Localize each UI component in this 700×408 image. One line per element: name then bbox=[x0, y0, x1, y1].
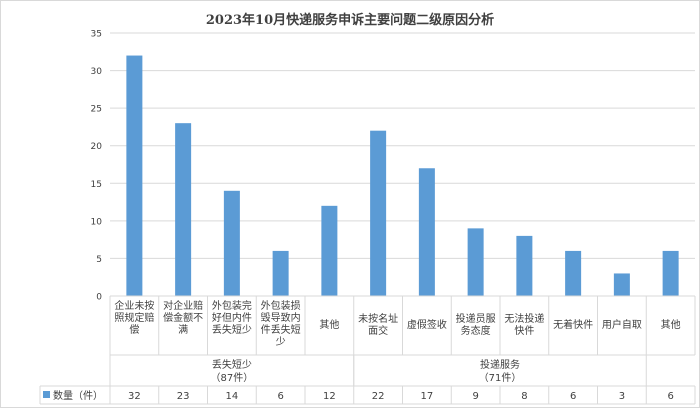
chart-title: 2023年10月快递服务申诉主要问题二级原因分析 bbox=[206, 12, 494, 28]
bar bbox=[223, 190, 240, 296]
category-label: 企业未按照规定赔偿 bbox=[114, 299, 154, 336]
bar bbox=[321, 205, 338, 296]
data-value-label: 22 bbox=[372, 391, 385, 402]
bars bbox=[126, 55, 679, 297]
data-value-label: 12 bbox=[323, 391, 336, 402]
category-label: 外包装完好但内件丢失短少 bbox=[212, 299, 252, 336]
bar bbox=[370, 130, 387, 296]
legend-label: 数量（件） bbox=[53, 389, 103, 402]
data-value-label: 23 bbox=[177, 391, 190, 402]
bar bbox=[467, 228, 484, 296]
legend-swatch bbox=[43, 391, 50, 398]
bar bbox=[516, 235, 533, 296]
y-axis: 0 5 10 15 20 25 30 35 bbox=[91, 30, 103, 303]
y-tick-label: 25 bbox=[91, 105, 102, 115]
y-tick-label: 30 bbox=[91, 67, 103, 77]
bar bbox=[175, 123, 192, 297]
data-value-label: 6 bbox=[667, 391, 673, 402]
group-label: 丢失短少 bbox=[212, 358, 252, 371]
category-label: 虚假签收 bbox=[407, 318, 447, 331]
category-label: 其他 bbox=[661, 318, 681, 331]
category-label: 用户自取 bbox=[602, 318, 642, 331]
y-tick-label: 0 bbox=[96, 293, 102, 303]
group-label: 投递服务 bbox=[480, 358, 520, 371]
data-value-label: 14 bbox=[226, 391, 239, 402]
y-tick-label: 15 bbox=[91, 180, 102, 190]
y-tick-label: 10 bbox=[91, 217, 103, 227]
data-value-label: 17 bbox=[421, 391, 434, 402]
bar bbox=[418, 168, 435, 296]
group-count-label: （71件） bbox=[479, 372, 522, 384]
category-label: 投递员服务态度 bbox=[456, 312, 496, 337]
group-count-label: （87件） bbox=[211, 372, 254, 384]
data-value-label: 9 bbox=[472, 391, 478, 402]
category-label: 其他 bbox=[319, 318, 339, 331]
category-label: 外包装损毁导致内件丢失短少 bbox=[261, 299, 301, 348]
data-value-label: 32 bbox=[128, 391, 141, 402]
category-table: 企业未按照规定赔偿对企业赔偿金额不满外包装完好但内件丢失短少外包装损毁导致内件丢… bbox=[39, 295, 696, 405]
category-label: 未按名址面交 bbox=[358, 312, 398, 337]
y-tick-label: 20 bbox=[91, 142, 103, 152]
bar bbox=[662, 250, 679, 296]
data-value-label: 3 bbox=[619, 391, 625, 402]
bar bbox=[565, 250, 582, 296]
category-label: 对企业赔偿金额不满 bbox=[163, 299, 203, 336]
y-tick-label: 35 bbox=[91, 30, 102, 40]
category-label: 无着快件 bbox=[553, 318, 593, 331]
y-tick-label: 5 bbox=[96, 255, 102, 265]
bar bbox=[272, 250, 289, 296]
data-value-label: 6 bbox=[277, 391, 283, 402]
gridlines bbox=[110, 32, 695, 297]
bar bbox=[613, 273, 630, 296]
bar bbox=[126, 55, 143, 296]
data-value-label: 8 bbox=[521, 391, 527, 402]
data-value-label: 6 bbox=[570, 391, 576, 402]
category-label: 无法投递快件 bbox=[504, 312, 544, 337]
